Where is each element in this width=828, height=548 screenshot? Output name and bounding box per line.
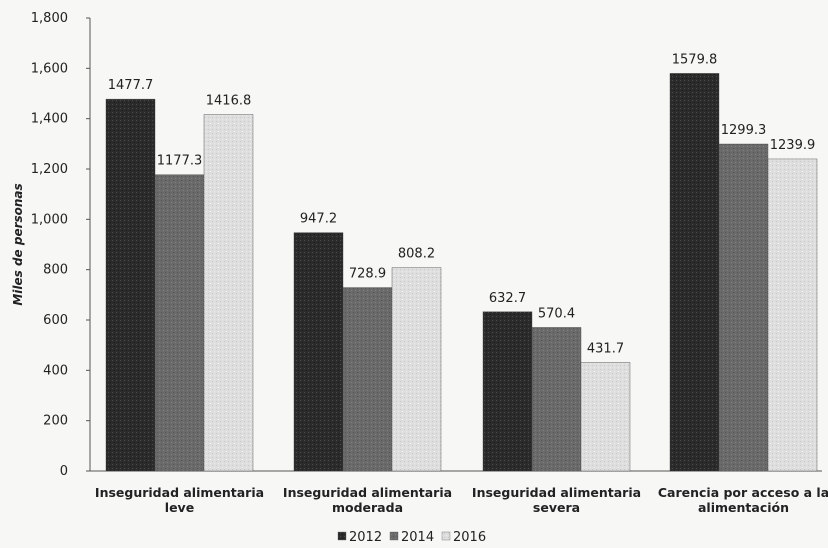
y-tick-label: 1,000 xyxy=(31,212,68,227)
y-tick-label: 0 xyxy=(60,464,68,479)
bar-2016-2 xyxy=(580,362,631,472)
legend-label-2014: 2014 xyxy=(401,530,434,545)
y-tick-label: 800 xyxy=(43,263,68,278)
data-label: 1477.7 xyxy=(108,78,154,93)
y-tick-label: 400 xyxy=(43,363,68,378)
bar-2014-3 xyxy=(718,143,769,472)
legend-swatch-2016 xyxy=(441,531,451,541)
data-labels: 1477.7 1177.3 1416.8 947.2 728.9 808.2 632.7 57… xyxy=(108,52,816,356)
x-category-label: alimentación xyxy=(698,500,789,515)
axes: 0 200 400 600 800 1,000 1,200 1,400 1,600 1,800 Mi… xyxy=(11,11,828,515)
legend-swatch-2012 xyxy=(337,531,347,541)
y-axis-label: Miles de personas xyxy=(11,183,25,305)
y-tick-label: 1,800 xyxy=(31,11,68,26)
bar-2012-0 xyxy=(105,98,156,472)
data-label: 808.2 xyxy=(398,247,435,262)
x-category-label: Inseguridad alimentaria xyxy=(95,485,264,500)
legend: 2012 2014 2016 xyxy=(337,530,486,545)
bar-2014-1 xyxy=(342,287,393,472)
bar-2012-1 xyxy=(293,232,344,472)
data-label: 1239.9 xyxy=(770,138,816,153)
x-category-label: Inseguridad alimentaria xyxy=(283,485,452,500)
bar-2014-0 xyxy=(154,174,205,472)
bars xyxy=(105,73,818,472)
x-category-label: Carencia por acceso a la xyxy=(658,485,828,500)
data-label: 1579.8 xyxy=(672,52,718,67)
legend-label-2012: 2012 xyxy=(349,530,382,545)
data-label: 947.2 xyxy=(300,212,337,227)
x-category-label: Inseguridad alimentaria xyxy=(472,485,641,500)
y-tick-label: 1,200 xyxy=(31,162,68,177)
y-tick-label: 600 xyxy=(43,313,68,328)
x-category-label: moderada xyxy=(332,500,403,515)
y-tick-label: 200 xyxy=(43,414,68,429)
bar-2016-3 xyxy=(767,158,818,472)
x-category-label: leve xyxy=(165,500,194,515)
data-label: 632.7 xyxy=(489,291,526,306)
legend-swatch-2014 xyxy=(389,531,399,541)
bar-2012-3 xyxy=(669,73,720,472)
data-label: 1416.8 xyxy=(206,93,252,108)
bar-2016-1 xyxy=(391,267,442,472)
data-label: 1177.3 xyxy=(157,154,203,169)
bar-2016-0 xyxy=(203,114,254,472)
data-label: 431.7 xyxy=(587,341,624,356)
x-category-label: severa xyxy=(533,500,580,515)
legend-label-2016: 2016 xyxy=(453,530,486,545)
bar-2014-2 xyxy=(531,327,582,472)
y-tick-label: 1,400 xyxy=(31,112,68,127)
data-label: 570.4 xyxy=(538,306,575,321)
data-label: 1299.3 xyxy=(721,123,767,138)
y-tick-label: 1,600 xyxy=(31,61,68,76)
data-label: 728.9 xyxy=(349,267,386,282)
bar-2012-2 xyxy=(482,311,533,472)
